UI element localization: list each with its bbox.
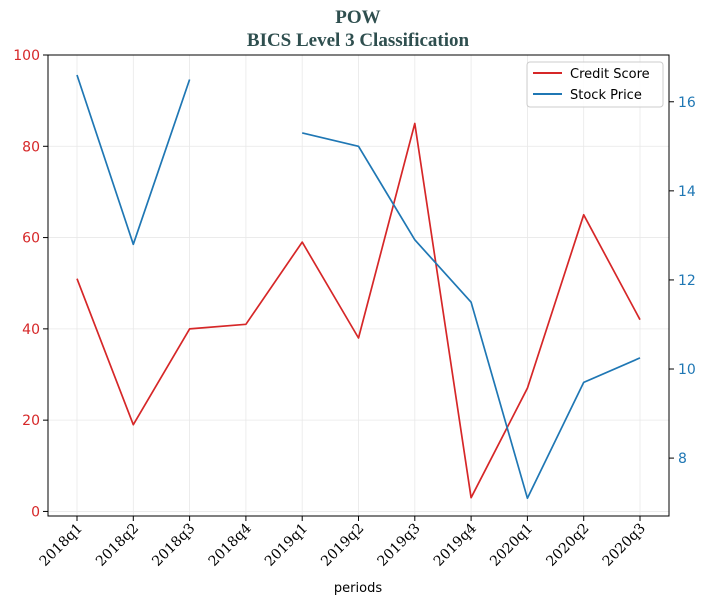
chart-subtitle: BICS Level 3 Classification [247,30,470,51]
legend-label-stock-price: Stock Price [570,88,642,103]
plot-frame [47,54,670,517]
grid [48,54,669,516]
series-lines [76,74,641,500]
x-tick-label: 2018q1 [37,521,86,570]
series-line-stock-price [302,132,641,500]
y-left-tick-label: 100 [13,48,40,64]
legend-label-credit-score: Credit Score [570,67,650,82]
y-left-tick-label: 60 [22,231,40,247]
legend: Credit Score Stock Price [526,61,664,108]
x-tick-label: 2018q3 [149,521,198,570]
y-left-tick-label: 40 [22,322,40,338]
x-tick-label: 2019q2 [318,521,367,570]
x-tick-label: 2018q2 [93,521,142,570]
x-tick-label: 2020q2 [543,521,592,570]
y-right-tick-label: 12 [678,273,696,289]
series-line-credit-score [76,122,641,499]
y-left-tick-label: 20 [22,413,40,429]
y-right-tick-label: 8 [678,451,687,467]
y-right-tick-label: 14 [678,184,696,200]
axis-ticks: 2018q1 2018q2 2018q3 2018q4 2019q1 2019q2 2019… [13,48,696,570]
x-tick-label: 2018q4 [206,520,255,569]
x-tick-label: 2019q1 [262,521,311,570]
series-line-stock-price [76,74,191,246]
x-tick-label: 2020q3 [600,521,649,570]
chart-title: POW [335,7,380,28]
x-tick-label: 2020q1 [487,521,536,570]
y-right-tick-label: 10 [678,362,696,378]
y-right-tick-label: 16 [678,95,696,111]
y-left-tick-label: 80 [22,139,40,155]
x-tick-label: 2019q3 [374,521,423,570]
x-axis-label: periods [334,581,382,596]
x-tick-label: 2019q4 [431,520,480,569]
y-left-tick-label: 0 [31,504,40,520]
